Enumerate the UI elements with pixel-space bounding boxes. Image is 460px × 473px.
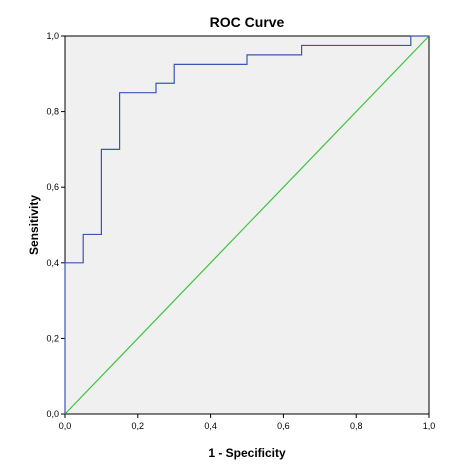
y-tick-label: 0,0 <box>46 409 59 419</box>
y-axis-label: Sensitivity <box>27 195 41 255</box>
x-tick-label: 1,0 <box>423 421 436 431</box>
axis-ticks: 0,0 0,2 0,4 0,6 0,8 1,0 0,0 0,2 0,4 0,6 0,8 1,0 <box>46 31 435 431</box>
reference-diagonal-line <box>64 35 430 415</box>
x-tick-label: 0,6 <box>277 421 290 431</box>
x-tick-label: 0,8 <box>350 421 363 431</box>
series-layer <box>64 35 430 415</box>
roc-curve-line <box>64 35 429 414</box>
chart-title: ROC Curve <box>210 14 285 30</box>
x-tick-label: 0,2 <box>132 421 145 431</box>
y-tick-label: 1,0 <box>46 31 59 41</box>
y-tick-label: 0,2 <box>46 333 59 343</box>
x-tick-label: 0,4 <box>204 421 217 431</box>
x-axis-label: 1 - Specificity <box>208 446 286 460</box>
y-tick-label: 0,6 <box>46 182 59 192</box>
y-tick-label: 0,4 <box>46 258 59 268</box>
x-tick-label: 0,0 <box>59 421 72 431</box>
y-tick-label: 0,8 <box>46 107 59 117</box>
